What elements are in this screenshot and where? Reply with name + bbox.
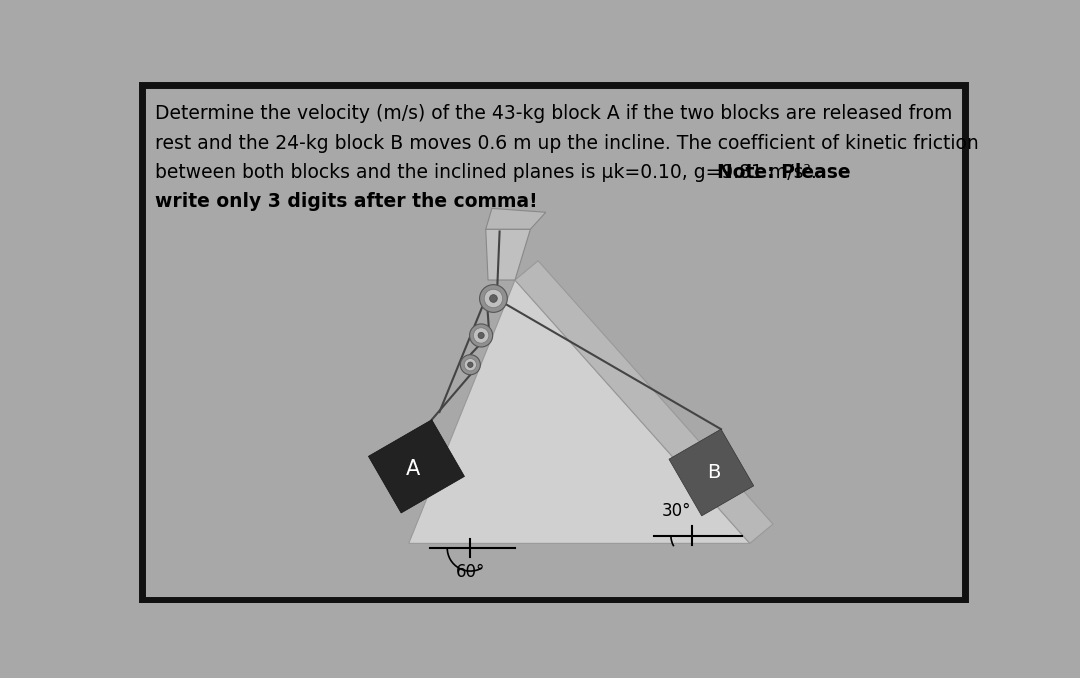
Text: B: B [707,463,720,482]
Text: A: A [405,459,420,479]
Circle shape [470,324,492,347]
Circle shape [484,290,502,308]
Text: rest and the 24-kg block B moves 0.6 m up the incline. The coefficient of kineti: rest and the 24-kg block B moves 0.6 m u… [154,134,978,153]
Text: between both blocks and the inclined planes is μk=0.10, g=9.81 m/s².: between both blocks and the inclined pla… [154,163,823,182]
Polygon shape [368,420,464,513]
Circle shape [480,285,508,313]
Circle shape [460,355,481,375]
Text: Determine the velocity (m/s) of the 43-kg block A if the two blocks are released: Determine the velocity (m/s) of the 43-k… [154,104,951,123]
Circle shape [464,359,476,371]
Polygon shape [669,429,754,516]
Text: 30°: 30° [662,502,691,520]
Text: Note: Please: Note: Please [717,163,850,182]
Polygon shape [486,229,530,280]
Text: write only 3 digits after the comma!: write only 3 digits after the comma! [154,193,537,212]
Circle shape [473,327,489,343]
Circle shape [478,332,484,338]
Text: 60°: 60° [456,563,485,581]
Polygon shape [408,280,750,543]
Circle shape [489,295,497,302]
Polygon shape [515,261,773,543]
Circle shape [468,362,473,367]
Polygon shape [486,208,545,229]
